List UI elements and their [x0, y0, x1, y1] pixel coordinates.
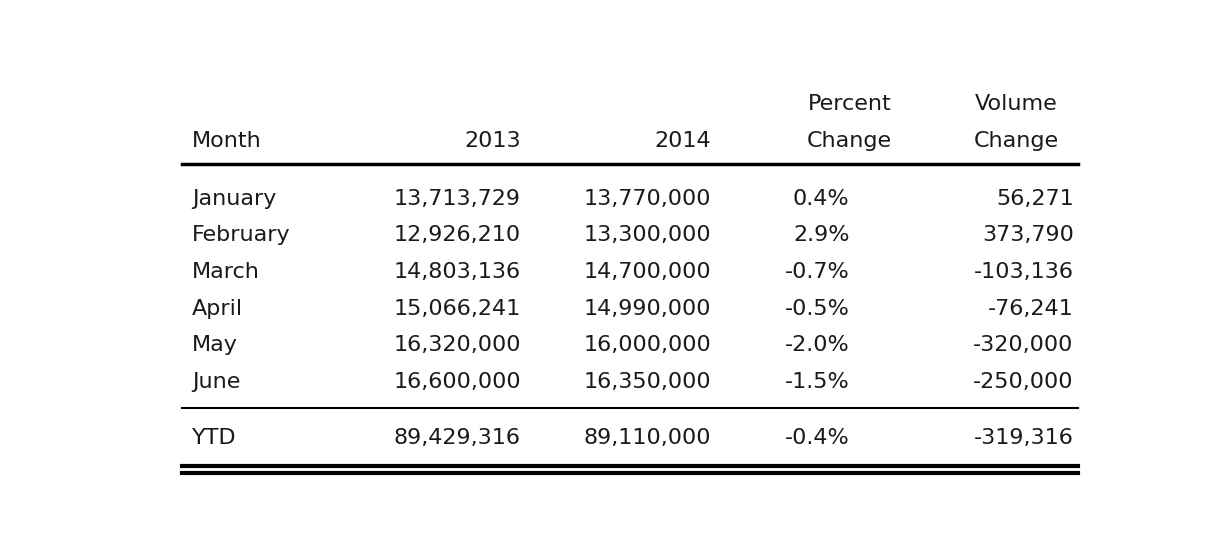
- Text: 16,600,000: 16,600,000: [394, 372, 520, 392]
- Text: March: March: [192, 262, 260, 282]
- Text: 89,429,316: 89,429,316: [394, 428, 520, 448]
- Text: 2.9%: 2.9%: [793, 225, 850, 245]
- Text: -103,136: -103,136: [974, 262, 1074, 282]
- Text: February: February: [192, 225, 290, 245]
- Text: -320,000: -320,000: [973, 335, 1074, 356]
- Text: -0.4%: -0.4%: [785, 428, 850, 448]
- Text: 16,350,000: 16,350,000: [584, 372, 711, 392]
- Text: -2.0%: -2.0%: [785, 335, 850, 356]
- Text: Change: Change: [974, 130, 1059, 151]
- Text: Change: Change: [807, 130, 892, 151]
- Text: 16,320,000: 16,320,000: [394, 335, 520, 356]
- Text: April: April: [192, 298, 244, 319]
- Text: 0.4%: 0.4%: [793, 189, 850, 209]
- Text: 13,713,729: 13,713,729: [394, 189, 520, 209]
- Text: -76,241: -76,241: [988, 298, 1074, 319]
- Text: Month: Month: [192, 130, 262, 151]
- Text: 14,700,000: 14,700,000: [584, 262, 711, 282]
- Text: 89,110,000: 89,110,000: [584, 428, 711, 448]
- Text: -1.5%: -1.5%: [785, 372, 850, 392]
- Text: -319,316: -319,316: [974, 428, 1074, 448]
- Text: 15,066,241: 15,066,241: [394, 298, 520, 319]
- Text: Percent: Percent: [808, 94, 892, 114]
- Text: -250,000: -250,000: [973, 372, 1074, 392]
- Text: 16,000,000: 16,000,000: [584, 335, 711, 356]
- Text: 13,300,000: 13,300,000: [584, 225, 711, 245]
- Text: January: January: [192, 189, 277, 209]
- Text: 2013: 2013: [464, 130, 520, 151]
- Text: YTD: YTD: [192, 428, 236, 448]
- Text: 56,271: 56,271: [996, 189, 1074, 209]
- Text: 373,790: 373,790: [982, 225, 1074, 245]
- Text: May: May: [192, 335, 237, 356]
- Text: Volume: Volume: [975, 94, 1058, 114]
- Text: 2014: 2014: [654, 130, 711, 151]
- Text: 14,803,136: 14,803,136: [394, 262, 520, 282]
- Text: 13,770,000: 13,770,000: [584, 189, 711, 209]
- Text: June: June: [192, 372, 240, 392]
- Text: 12,926,210: 12,926,210: [394, 225, 520, 245]
- Text: 14,990,000: 14,990,000: [584, 298, 711, 319]
- Text: -0.7%: -0.7%: [785, 262, 850, 282]
- Text: -0.5%: -0.5%: [785, 298, 850, 319]
